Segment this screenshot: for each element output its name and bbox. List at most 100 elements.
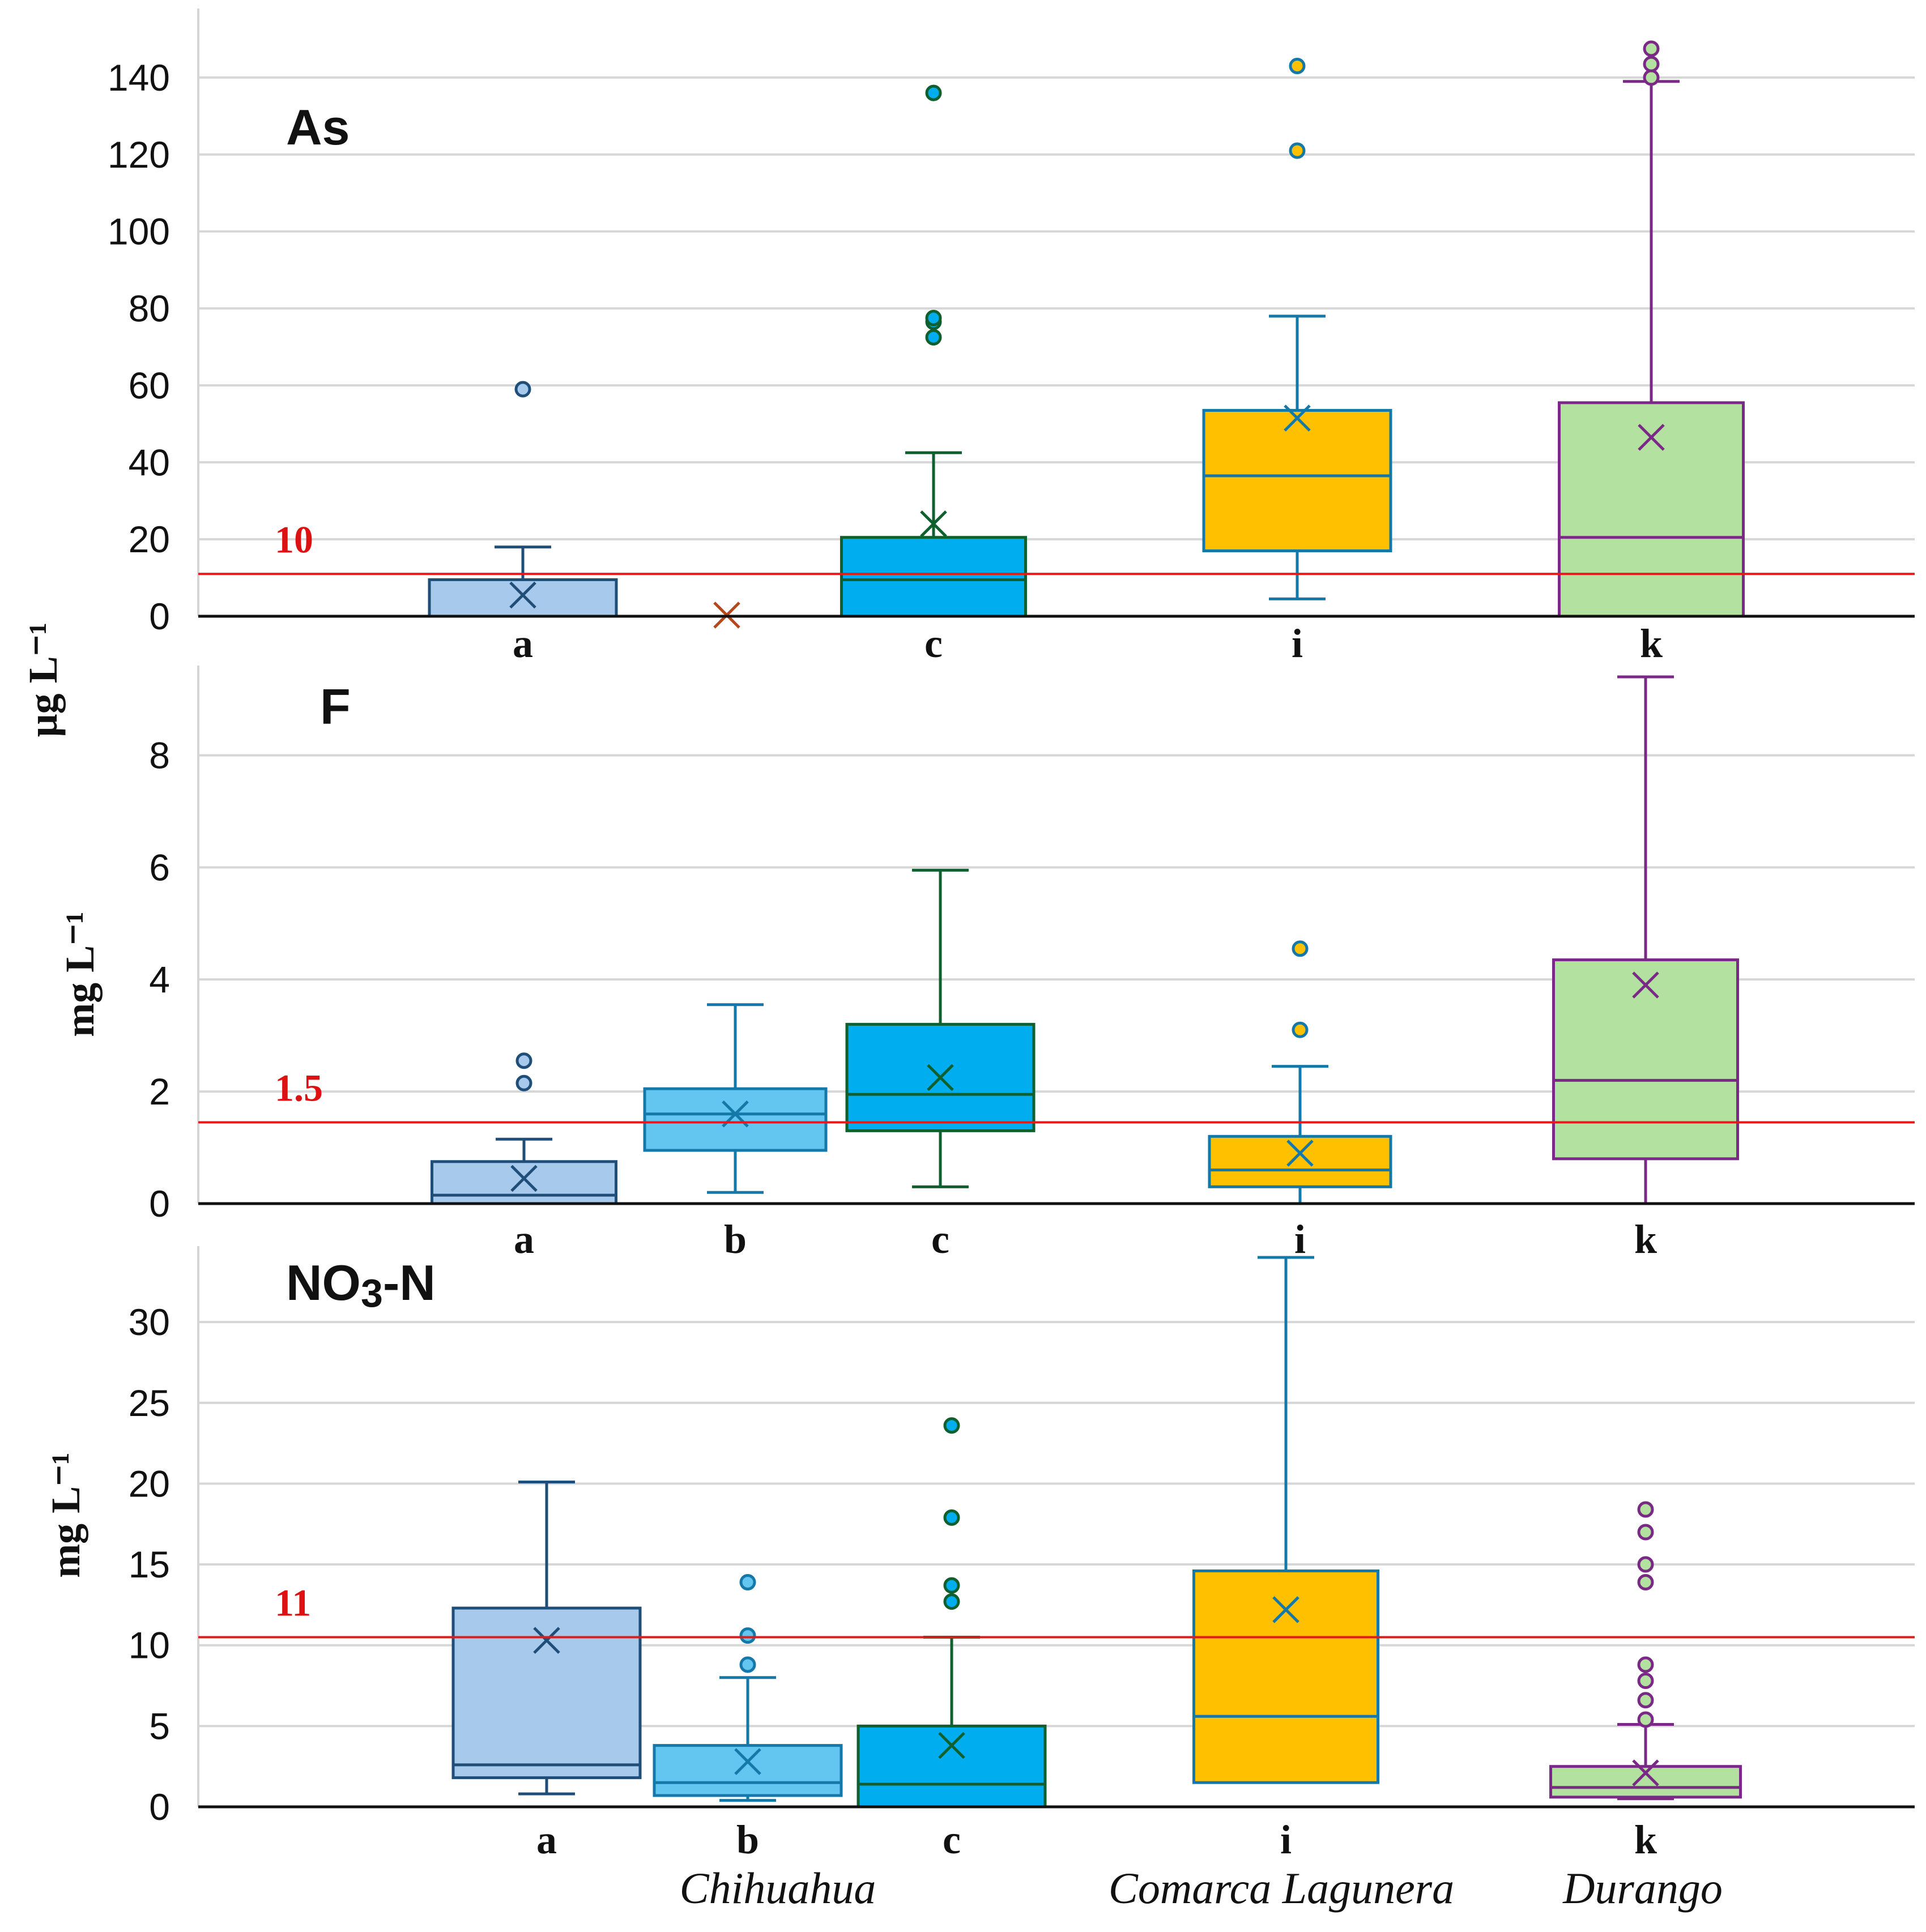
outlier-point: [1637, 1524, 1654, 1541]
outlier-point: [925, 310, 942, 326]
outlier-point: [739, 1573, 756, 1590]
outlier-point: [1637, 1692, 1654, 1709]
outlier-point: [943, 1417, 960, 1434]
mean-marker: [1638, 424, 1665, 451]
outlier-point: [943, 1509, 960, 1526]
reference-label: 11: [275, 1581, 311, 1624]
category-label-a: a: [513, 621, 533, 666]
box-k: [1552, 958, 1739, 1161]
y-tick-label: 4: [149, 958, 170, 1000]
y-tick-label: 2: [149, 1071, 170, 1112]
y-tick-label: 60: [129, 364, 170, 406]
category-label-b: b: [724, 1217, 747, 1262]
box-i: [1202, 409, 1392, 553]
outlier-point: [925, 329, 942, 346]
region-label-durango: Durango: [1562, 1863, 1723, 1913]
box-a: [428, 578, 618, 618]
box-c: [857, 1724, 1047, 1809]
y-axis-label: μg L⁻¹: [20, 622, 66, 737]
mean-marker: [533, 1627, 560, 1654]
as-panel: 0 20 40 60 80 100 120 140 μg L⁻¹ As a c i k 10: [20, 8, 1915, 737]
y-tick-label: 0: [149, 1786, 170, 1828]
y-tick-label: 120: [108, 134, 170, 176]
outlier-point: [1643, 40, 1660, 57]
box-b: [643, 1087, 828, 1152]
box-a: [451, 1606, 642, 1780]
y-tick-label: 25: [129, 1382, 170, 1424]
mean-marker: [938, 1731, 965, 1759]
box-k: [1558, 401, 1745, 618]
panel-title: F: [320, 679, 351, 735]
outlier-point: [1292, 940, 1309, 957]
box-b: [653, 1744, 843, 1797]
outlier-point: [739, 1656, 756, 1673]
outlier-point: [514, 381, 531, 398]
outlier-point: [1637, 1556, 1654, 1573]
outlier-point: [1643, 69, 1660, 86]
mean-marker: [920, 510, 947, 538]
mean-marker: [927, 1064, 954, 1091]
y-tick-label: 80: [129, 288, 170, 330]
y-tick-label: 8: [149, 735, 170, 777]
y-tick-label: 5: [149, 1705, 170, 1747]
y-tick-label: 15: [129, 1543, 170, 1585]
category-label-c: c: [924, 621, 943, 666]
region-labels: Chihuahua Comarca Lagunera Durango: [680, 1863, 1723, 1913]
y-tick-label: 100: [108, 211, 170, 253]
category-label-k: k: [1634, 1817, 1657, 1862]
category-label-c: c: [931, 1217, 949, 1262]
outlier-point: [925, 84, 942, 101]
outlier-point: [739, 1627, 756, 1644]
outlier-point: [1637, 1573, 1654, 1590]
mean-marker: [1632, 971, 1659, 999]
mean-marker: [509, 581, 536, 609]
nitrate-panel: 0 5 10 15 20 25 30 mg L⁻¹ NO3-N a b c i k 11: [43, 1246, 1915, 1862]
category-label-k: k: [1634, 1217, 1657, 1262]
outlier-point: [943, 1577, 960, 1594]
outlier-point: [515, 1052, 532, 1069]
outlier-point: [1637, 1501, 1654, 1518]
mean-marker: [1284, 404, 1311, 432]
y-tick-label: 20: [129, 1462, 170, 1504]
outlier-point: [515, 1074, 532, 1091]
outlier-point: [1637, 1656, 1654, 1673]
category-label-i: i: [1292, 621, 1303, 666]
mean-marker: [1286, 1140, 1314, 1167]
mean-marker: [734, 1748, 761, 1775]
mean-marker: [510, 1165, 538, 1192]
region-label-comarca-lagunera: Comarca Lagunera: [1109, 1863, 1454, 1913]
category-label-a: a: [514, 1217, 534, 1262]
outlier-point: [1292, 1021, 1309, 1038]
y-tick-label: 0: [149, 1183, 170, 1225]
category-label-i: i: [1280, 1817, 1292, 1862]
panel-title: As: [286, 99, 350, 155]
category-label-c: c: [943, 1817, 961, 1862]
region-label-chihuahua: Chihuahua: [680, 1863, 876, 1913]
mean-marker: [1272, 1596, 1299, 1623]
category-label-b: b: [736, 1817, 759, 1862]
reference-label: 1.5: [275, 1067, 323, 1110]
category-label-i: i: [1294, 1217, 1306, 1262]
box-i: [1208, 1135, 1392, 1188]
category-label-a: a: [536, 1817, 557, 1862]
y-tick-label: 10: [129, 1624, 170, 1666]
box-a: [431, 1160, 617, 1205]
y-tick-label: 0: [149, 595, 170, 637]
fluoride-panel: 0 2 4 6 8 mg L⁻¹ Fa b c i k 1.5: [57, 666, 1915, 1262]
y-tick-label: 40: [129, 441, 170, 483]
y-tick-label: 6: [149, 846, 170, 888]
y-tick-label: 30: [129, 1301, 170, 1343]
outlier-point: [943, 1593, 960, 1610]
outlier-point: [1637, 1672, 1654, 1689]
panel-title: NO3-N: [286, 1255, 436, 1315]
box-c: [840, 536, 1027, 618]
category-label-k: k: [1640, 621, 1663, 666]
mean-marker: [1632, 1759, 1659, 1786]
box-i: [1192, 1569, 1379, 1784]
y-tick-label: 20: [129, 518, 170, 560]
outlier-point: [1289, 142, 1306, 159]
outlier-point: [1643, 56, 1660, 72]
outlier-point: [1637, 1711, 1654, 1728]
y-axis-label: mg L⁻¹: [43, 1452, 88, 1578]
